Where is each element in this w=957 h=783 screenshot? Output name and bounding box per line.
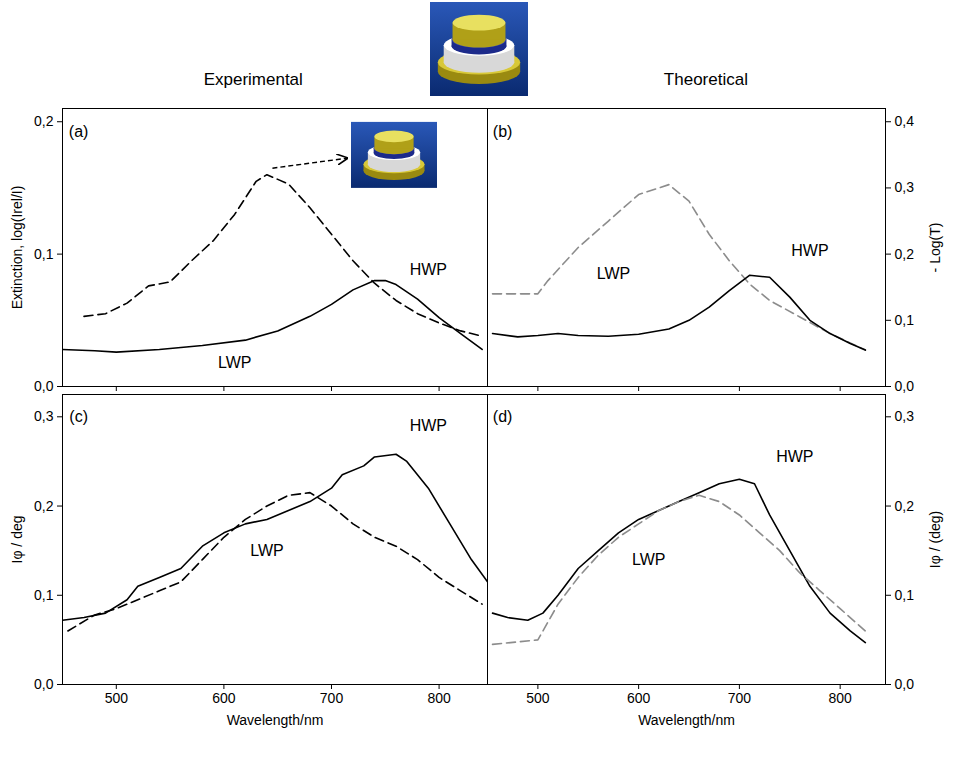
svg-text:0,3: 0,3 <box>895 179 915 195</box>
svg-text:800: 800 <box>828 690 852 706</box>
svg-text:0,1: 0,1 <box>34 246 54 262</box>
svg-text:Wavelength/nm: Wavelength/nm <box>638 712 735 728</box>
svg-text:0,0: 0,0 <box>895 676 915 692</box>
html-text:Theoretical: Theoretical <box>663 70 748 89</box>
svg-text:(a): (a) <box>69 123 89 140</box>
svg-text:HWP: HWP <box>410 261 447 278</box>
svg-text:700: 700 <box>728 690 752 706</box>
svg-text:0,2: 0,2 <box>34 498 54 514</box>
svg-text:LWP: LWP <box>597 265 630 282</box>
svg-text:0,3: 0,3 <box>895 408 915 424</box>
svg-text:500: 500 <box>526 690 550 706</box>
svg-text:HWP: HWP <box>410 417 447 434</box>
svg-text:Iφ / deg: Iφ / deg <box>9 516 25 564</box>
svg-text:- Log(T): - Log(T) <box>927 223 943 273</box>
svg-text:0,1: 0,1 <box>895 312 915 328</box>
svg-text:Iφ / (deg): Iφ / (deg) <box>927 511 943 568</box>
svg-text:500: 500 <box>105 690 129 706</box>
svg-text:LWP: LWP <box>632 551 665 568</box>
svg-text:0,3: 0,3 <box>34 408 54 424</box>
svg-text:0,2: 0,2 <box>34 113 54 129</box>
svg-text:600: 600 <box>627 690 651 706</box>
svg-text:0,1: 0,1 <box>34 587 54 603</box>
svg-text:0,4: 0,4 <box>895 113 915 129</box>
svg-text:(c): (c) <box>69 408 88 425</box>
svg-text:0,1: 0,1 <box>895 587 915 603</box>
svg-text:Extinction, log(Irel/I): Extinction, log(Irel/I) <box>9 186 25 310</box>
svg-text:0,2: 0,2 <box>895 498 915 514</box>
html-text:Experimental: Experimental <box>203 70 303 89</box>
svg-text:Wavelength/nm: Wavelength/nm <box>227 712 324 728</box>
svg-text:LWP: LWP <box>218 354 251 371</box>
svg-text:HWP: HWP <box>776 448 813 465</box>
svg-text:0,0: 0,0 <box>34 676 54 692</box>
svg-text:0,0: 0,0 <box>34 378 54 394</box>
svg-text:800: 800 <box>427 690 451 706</box>
svg-text:(b): (b) <box>493 123 513 140</box>
svg-text:0,2: 0,2 <box>895 246 915 262</box>
svg-text:600: 600 <box>212 690 236 706</box>
svg-text:HWP: HWP <box>791 242 828 259</box>
svg-text:700: 700 <box>320 690 344 706</box>
svg-text:0,0: 0,0 <box>895 378 915 394</box>
svg-text:LWP: LWP <box>250 542 283 559</box>
svg-text:(d): (d) <box>493 408 513 425</box>
